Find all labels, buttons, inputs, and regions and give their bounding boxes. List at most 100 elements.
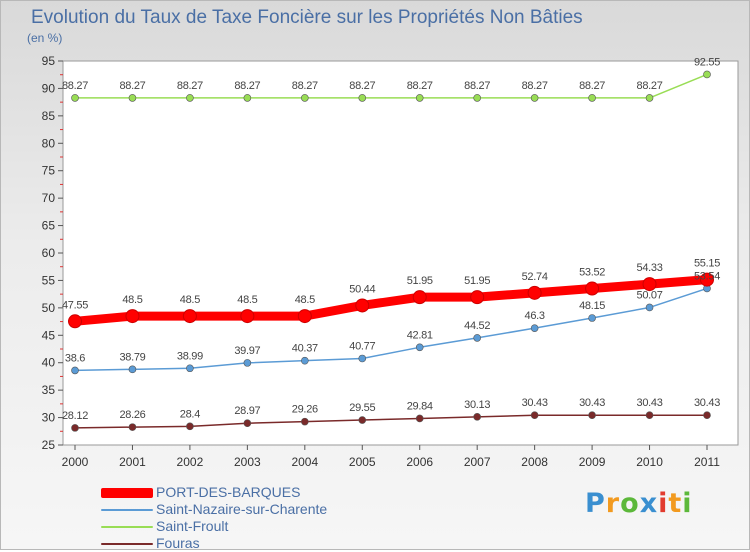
data-label: 53.54 [694, 270, 720, 282]
y-tick-label: 50 [42, 301, 56, 315]
data-point [243, 359, 252, 367]
legend-label: PORT-DES-BARQUES [156, 484, 301, 500]
data-point [473, 413, 481, 421]
data-label: 88.27 [637, 80, 663, 92]
data-label: 50.07 [637, 289, 663, 301]
x-tick-label: 2001 [119, 455, 146, 469]
data-point [71, 424, 79, 432]
data-point [470, 290, 485, 305]
legend-item-saint-nazaire: Saint-Nazaire-sur-Charente [101, 501, 327, 518]
data-point [186, 364, 194, 373]
data-label: 46.3 [525, 310, 545, 322]
x-tick-label: 2003 [234, 455, 261, 469]
data-point [588, 411, 596, 420]
data-point [588, 314, 596, 322]
x-tick-label: 2008 [521, 455, 548, 469]
legend-label: Saint-Froult [156, 518, 229, 534]
data-label: 40.37 [292, 343, 318, 355]
logo-letter: r [605, 488, 621, 519]
x-tick-label: 2004 [291, 455, 318, 469]
data-label: 38.99 [177, 350, 203, 362]
x-tick-label: 2000 [62, 455, 89, 469]
data-point [128, 365, 137, 374]
logo-letter: i [658, 488, 669, 519]
legend: PORT-DES-BARQUES Saint-Nazaire-sur-Chare… [101, 484, 327, 552]
data-label: 53.52 [579, 267, 605, 279]
line-chart: 25 30 35 40 45 50 55 60 65 70 75 80 85 90 95 2000 2001 20… [42, 54, 739, 469]
data-point [473, 334, 481, 342]
plot-area [62, 60, 739, 446]
data-label: 48.5 [295, 294, 315, 306]
data-label: 88.27 [62, 80, 88, 92]
data-label: 40.77 [349, 340, 375, 352]
legend-swatch-saint-froult [101, 526, 153, 529]
data-point [645, 411, 654, 420]
series-line-1 [74, 287, 708, 372]
data-point [645, 303, 654, 312]
series-line-2 [74, 73, 708, 99]
data-label: 88.27 [522, 80, 548, 92]
data-label: 30.43 [522, 397, 548, 409]
legend-item-fouras: Fouras [101, 535, 327, 552]
data-point [415, 414, 424, 423]
y-tick-label: 30 [42, 411, 56, 425]
data-point [301, 94, 309, 102]
data-point [530, 324, 539, 332]
data-point [412, 290, 427, 305]
data-label: 39.97 [234, 345, 260, 357]
data-label: 44.52 [464, 320, 490, 332]
data-label: 29.84 [407, 400, 433, 412]
data-label: 88.27 [234, 80, 260, 92]
data-label: 28.26 [119, 409, 145, 421]
data-point [355, 298, 370, 313]
legend-swatch-fouras [101, 543, 153, 546]
logo-letter: i [682, 488, 693, 519]
legend-swatch-port-des-barques [101, 488, 153, 499]
legend-item-saint-froult: Saint-Froult [101, 518, 327, 535]
data-label: 54.33 [637, 262, 663, 274]
logo-letter: x [639, 488, 659, 519]
data-label: 51.95 [407, 275, 433, 287]
y-tick-label: 95 [42, 54, 56, 68]
data-label: 48.5 [122, 294, 142, 306]
data-point [585, 281, 600, 296]
data-point [71, 366, 79, 375]
x-tick-label: 2011 [694, 455, 720, 469]
data-point [703, 70, 711, 79]
data-label: 55.15 [694, 258, 720, 270]
y-tick-label: 80 [42, 136, 56, 150]
data-point [358, 354, 367, 363]
data-point [125, 309, 140, 324]
data-point [588, 94, 596, 102]
data-label: 47.55 [62, 299, 88, 311]
data-label: 48.15 [579, 300, 605, 312]
data-label: 88.27 [349, 80, 375, 92]
data-point [240, 309, 255, 324]
y-tick-label: 40 [42, 356, 56, 370]
data-label: 28.12 [62, 410, 88, 422]
data-point [530, 94, 539, 102]
data-label: 38.6 [65, 352, 85, 364]
series-line-3 [74, 414, 708, 429]
data-point [186, 422, 194, 431]
legend-label: Fouras [156, 535, 200, 551]
legend-label: Saint-Nazaire-sur-Charente [156, 501, 328, 517]
data-label: 38.79 [119, 351, 145, 363]
logo-letter: o [620, 488, 640, 519]
data-label: 88.27 [464, 80, 490, 92]
logo-letter: t [668, 488, 683, 519]
data-point [645, 94, 654, 102]
data-label: 28.97 [234, 405, 260, 417]
data-label: 88.27 [177, 80, 203, 92]
data-label: 48.5 [237, 294, 257, 306]
data-point [71, 94, 79, 102]
data-point [358, 416, 367, 424]
data-label: 42.81 [407, 329, 433, 341]
proxiti-logo: Proxiti [585, 488, 693, 519]
series-line-0 [70, 275, 712, 326]
y-tick-label: 60 [42, 246, 56, 260]
data-label: 88.27 [119, 80, 145, 92]
data-point [301, 417, 309, 426]
data-point [297, 309, 312, 324]
